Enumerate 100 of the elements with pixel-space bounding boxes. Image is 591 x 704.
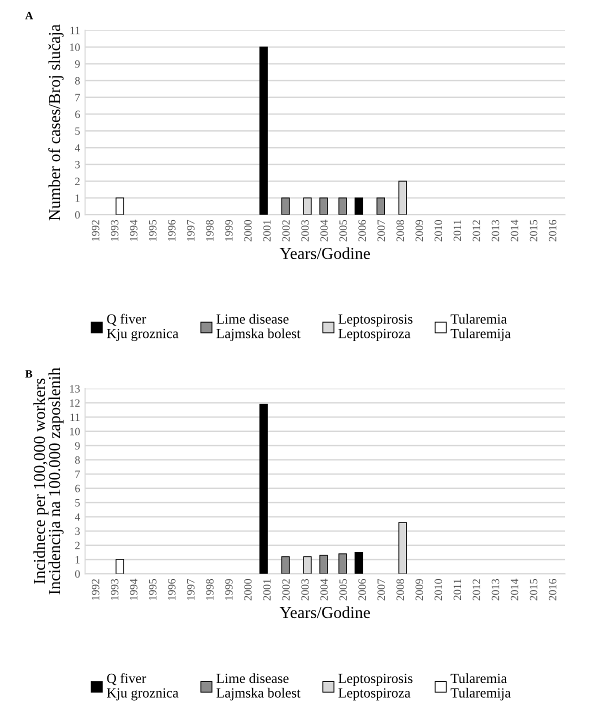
x-tick-label: 1999 — [225, 220, 233, 241]
x-tick-label: 1997 — [187, 220, 195, 241]
y-tick-label: 2 — [75, 178, 80, 186]
bar — [319, 554, 328, 574]
x-tick-label: 2004 — [320, 578, 328, 600]
legend-label: Tularemia Tularemija — [450, 314, 511, 342]
x-tick-label: 1998 — [206, 579, 214, 600]
y-tick-label: 5 — [75, 127, 80, 135]
y-tick-label: 5 — [75, 499, 80, 507]
y-axis-title: Incidnece per 100,000 workers Incidencija na 100.000 zaposlenih — [33, 368, 64, 594]
y-tick-label: 1 — [76, 194, 80, 202]
y-tick-label: 6 — [75, 484, 80, 492]
bar — [259, 46, 268, 215]
x-tick-label: 2010 — [434, 220, 442, 242]
x-tick-label: 2013 — [492, 220, 500, 242]
x-tick-label: 2006 — [358, 578, 366, 600]
y-tick-label: 6 — [75, 110, 80, 118]
x-tick-label: 2005 — [339, 220, 347, 242]
x-tick-label: 2016 — [548, 578, 556, 600]
x-tick-label: 2000 — [244, 579, 252, 600]
x-tick-label: 2006 — [358, 220, 366, 242]
x-tick-label: 2002 — [282, 220, 290, 242]
x-tick-label: 1995 — [148, 220, 156, 241]
legend-label: Q fiver Kju groznica — [106, 314, 178, 342]
x-tick-label: 1994 — [130, 578, 138, 600]
x-tick-label: 2008 — [396, 220, 404, 242]
x-tick-label: 1996 — [168, 578, 176, 600]
y-tick-label: 10 — [70, 44, 80, 52]
y-tick-label: 8 — [75, 456, 80, 464]
y-tick-label: 13 — [70, 385, 80, 393]
y-tick-label: 8 — [75, 77, 80, 85]
legend-label: Lime disease Lajmska bolest — [216, 314, 301, 342]
x-tick-label: 1992 — [92, 220, 100, 241]
x-tick-label: 2012 — [472, 220, 480, 242]
bar — [281, 556, 290, 574]
y-tick-label: 12 — [70, 399, 80, 407]
x-tick-label: 2011 — [454, 579, 462, 600]
x-tick-label: 1994 — [130, 220, 138, 241]
x-tick-label: 2014 — [510, 578, 518, 600]
bar — [116, 198, 124, 215]
x-axis-title: Years/Godine — [280, 247, 370, 260]
x-tick-label: 1992 — [92, 579, 100, 600]
y-tick-label: 0 — [75, 570, 80, 578]
x-tick-label: 2002 — [282, 579, 290, 600]
x-tick-label: 1996 — [168, 220, 176, 241]
y-tick-label: 7 — [75, 94, 80, 102]
x-tick-label: 2008 — [396, 579, 404, 600]
y-tick-label: 3 — [75, 160, 80, 168]
x-tick-label: 1998 — [206, 220, 214, 241]
bar — [116, 559, 124, 574]
bar — [338, 198, 347, 215]
x-tick-label: 2010 — [434, 579, 442, 600]
x-tick-label: 2011 — [454, 220, 462, 241]
y-tick-label: 10 — [70, 428, 80, 436]
chart-title: B — [25, 370, 32, 378]
y-tick-label: 3 — [75, 528, 80, 535]
bar — [319, 198, 328, 215]
x-tick-label: 2000 — [244, 220, 252, 242]
legend-label: Leptospirosis Leptospiroza — [338, 314, 412, 342]
x-tick-label: 2012 — [472, 579, 480, 600]
legend-label: Tularemia Tularemija — [450, 673, 511, 700]
x-axis-title: Years/Godine — [280, 606, 370, 618]
y-tick-label: 4 — [74, 144, 80, 152]
x-tick-label: 2001 — [263, 220, 271, 242]
x-tick-label: 2009 — [416, 579, 424, 600]
legend-label: Q fiver Kju groznica — [106, 673, 178, 700]
x-tick-label: 1997 — [187, 578, 195, 600]
x-tick-label: 2003 — [301, 579, 309, 600]
bar — [338, 553, 347, 574]
legend-label: Leptospirosis Leptospiroza — [338, 674, 412, 700]
x-tick-label: 2007 — [377, 578, 385, 600]
y-tick-label: 9 — [75, 442, 80, 450]
x-tick-label: 1999 — [225, 579, 233, 600]
x-tick-label: 2007 — [377, 220, 385, 242]
x-tick-label: 2003 — [301, 220, 309, 242]
bar — [376, 198, 385, 215]
y-tick-label: 7 — [75, 470, 80, 478]
x-tick-label: 2004 — [320, 220, 328, 242]
y-tick-label: 9 — [75, 60, 80, 68]
x-tick-label: 2009 — [416, 220, 424, 242]
chart-title: A — [25, 12, 34, 20]
x-tick-label: 2005 — [339, 579, 347, 600]
y-tick-label: 2 — [75, 542, 80, 550]
legend-label: Lime disease Lajmska bolest — [216, 673, 301, 700]
y-tick-label: 0 — [75, 211, 80, 219]
y-axis-title: Number of cases/Broj slučaja — [48, 24, 64, 220]
y-tick-label: 11 — [70, 414, 80, 421]
x-tick-label: 1993 — [110, 220, 118, 241]
x-tick-label: 2013 — [492, 579, 500, 600]
bar — [259, 404, 268, 574]
x-tick-label: 1995 — [148, 579, 156, 600]
y-tick-label: 11 — [70, 26, 80, 34]
x-tick-label: 2001 — [263, 579, 271, 600]
y-tick-label: 4 — [74, 513, 80, 521]
x-tick-label: 2015 — [530, 220, 538, 242]
bar — [281, 198, 290, 215]
x-tick-label: 2014 — [510, 220, 518, 242]
x-tick-label: 2015 — [530, 579, 538, 600]
bar — [354, 552, 364, 574]
bar — [354, 198, 364, 215]
